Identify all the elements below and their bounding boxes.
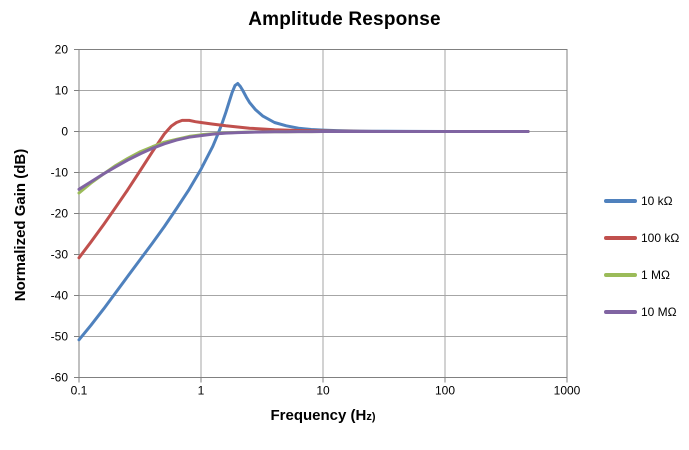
series-line-3 — [77, 130, 530, 191]
x-axis-title-suffix: z) — [366, 411, 376, 423]
y-tick-label: -50 — [51, 330, 69, 344]
y-tick-label: -30 — [51, 248, 69, 262]
legend-label: 100 kΩ — [641, 230, 680, 245]
legend-swatch-10m — [604, 309, 637, 314]
x-tick-label: 10 — [316, 384, 330, 398]
y-tick-label: -10 — [51, 166, 69, 180]
y-tick-label: 20 — [55, 43, 69, 57]
y-tick-label: -40 — [51, 289, 69, 303]
legend-item: 10 MΩ — [604, 293, 679, 330]
legend: 10 kΩ 100 kΩ 1 MΩ 10 MΩ — [604, 182, 679, 330]
y-tick-label: -60 — [51, 371, 69, 385]
y-tick-label: 0 — [61, 125, 68, 139]
x-axis-title-main: Frequency (H — [270, 407, 367, 424]
x-axis-title: Frequency (Hz) — [79, 407, 567, 424]
legend-item: 1 MΩ — [604, 256, 679, 293]
legend-swatch-100k — [604, 235, 637, 240]
legend-label: 10 MΩ — [641, 304, 677, 319]
legend-item: 10 kΩ — [604, 182, 679, 219]
x-tick-label: 1000 — [554, 384, 581, 398]
chart-title: Amplitude Response — [248, 9, 441, 30]
legend-swatch-10k — [604, 198, 637, 203]
legend-item: 100 kΩ — [604, 219, 679, 256]
x-tick-label: 100 — [435, 384, 455, 398]
plot-border — [78, 49, 568, 378]
legend-label: 10 kΩ — [641, 193, 673, 208]
legend-label: 1 MΩ — [641, 267, 670, 282]
y-axis-title: Normalized Gain (dB) — [12, 148, 29, 302]
x-tick-label: 1 — [198, 384, 205, 398]
y-tick-label: -20 — [51, 207, 69, 221]
y-tick-label: 10 — [55, 84, 69, 98]
x-tick-label: 0.1 — [71, 384, 88, 398]
legend-swatch-1m — [604, 272, 637, 277]
